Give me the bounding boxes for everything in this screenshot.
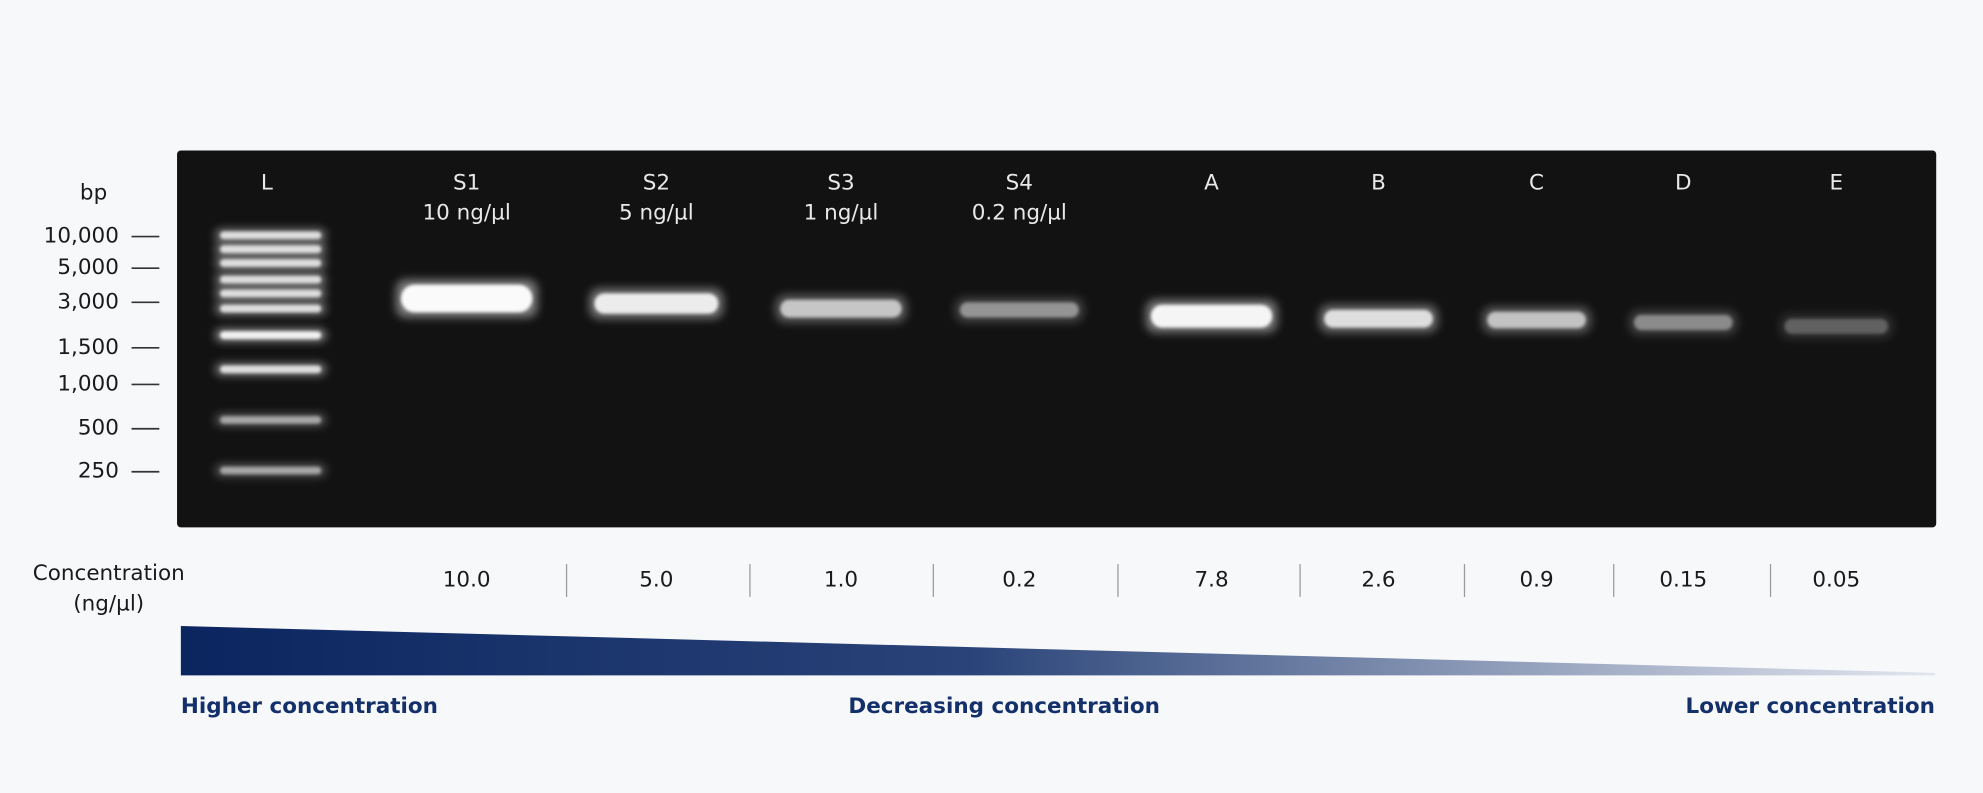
- lane-label: A: [1204, 170, 1219, 195]
- ladder-band: [220, 466, 322, 475]
- ladder-band: [220, 416, 322, 424]
- band: [400, 284, 533, 313]
- lane-label: S1: [453, 170, 480, 195]
- band: [594, 293, 719, 314]
- ladder-unit: bp: [80, 181, 107, 206]
- concentration-unit: (ng/µl): [73, 592, 144, 617]
- ladder-band: [220, 304, 322, 313]
- ladder-band: [220, 365, 322, 374]
- lane-sublabel: 5 ng/µl: [619, 201, 694, 226]
- ladder-marker: 10,000: [44, 224, 119, 249]
- concentration-value: 0.9: [1519, 568, 1553, 593]
- gradient-right: Lower concentration: [1686, 694, 1935, 719]
- concentration-value: 0.05: [1812, 568, 1860, 593]
- ladder-marker: 3,000: [57, 289, 119, 314]
- ladder-band: [220, 331, 322, 339]
- ladder-band: [220, 275, 322, 284]
- lane-label: D: [1675, 170, 1692, 195]
- concentration-label: Concentration: [33, 561, 185, 586]
- lane-label: C: [1529, 170, 1544, 195]
- band: [959, 302, 1079, 318]
- lane-sublabel: 10 ng/µl: [423, 201, 511, 226]
- band: [1487, 311, 1586, 329]
- ladder-marker: 1,500: [57, 335, 119, 360]
- concentration-value: 2.6: [1361, 568, 1395, 593]
- gel: [177, 150, 1937, 528]
- ladder-band: [220, 245, 322, 253]
- concentration-value: 0.2: [1002, 568, 1036, 593]
- band: [1150, 304, 1273, 328]
- ladder-band: [220, 289, 322, 298]
- band: [1784, 318, 1889, 334]
- lane-sublabel: 1 ng/µl: [804, 201, 879, 226]
- concentration-value: 0.15: [1659, 568, 1707, 593]
- concentration-value: 1.0: [824, 568, 858, 593]
- gradient-bar: [180, 626, 1935, 676]
- ladder-marker: 5,000: [57, 255, 119, 280]
- ladder-band: [220, 259, 322, 267]
- band: [1633, 314, 1733, 331]
- band: [780, 299, 902, 318]
- lane-label: B: [1371, 170, 1386, 195]
- gradient-left: Higher concentration: [181, 694, 438, 719]
- ladder-marker: 1,000: [57, 371, 119, 396]
- concentration-value: 7.8: [1194, 568, 1228, 593]
- lane-label: E: [1830, 170, 1844, 195]
- lane-label: S3: [827, 170, 854, 195]
- concentration-value: 10.0: [443, 568, 491, 593]
- ladder-label: L: [261, 170, 273, 195]
- band: [1324, 309, 1433, 328]
- lane-label: S2: [643, 170, 670, 195]
- lane-label: S4: [1006, 170, 1033, 195]
- concentration-value: 5.0: [639, 568, 673, 593]
- lane-sublabel: 0.2 ng/µl: [972, 201, 1067, 226]
- gradient-center: Decreasing concentration: [848, 694, 1160, 719]
- ladder-marker: 250: [78, 459, 119, 484]
- ladder-marker: 500: [78, 416, 119, 441]
- ladder-band: [220, 231, 322, 240]
